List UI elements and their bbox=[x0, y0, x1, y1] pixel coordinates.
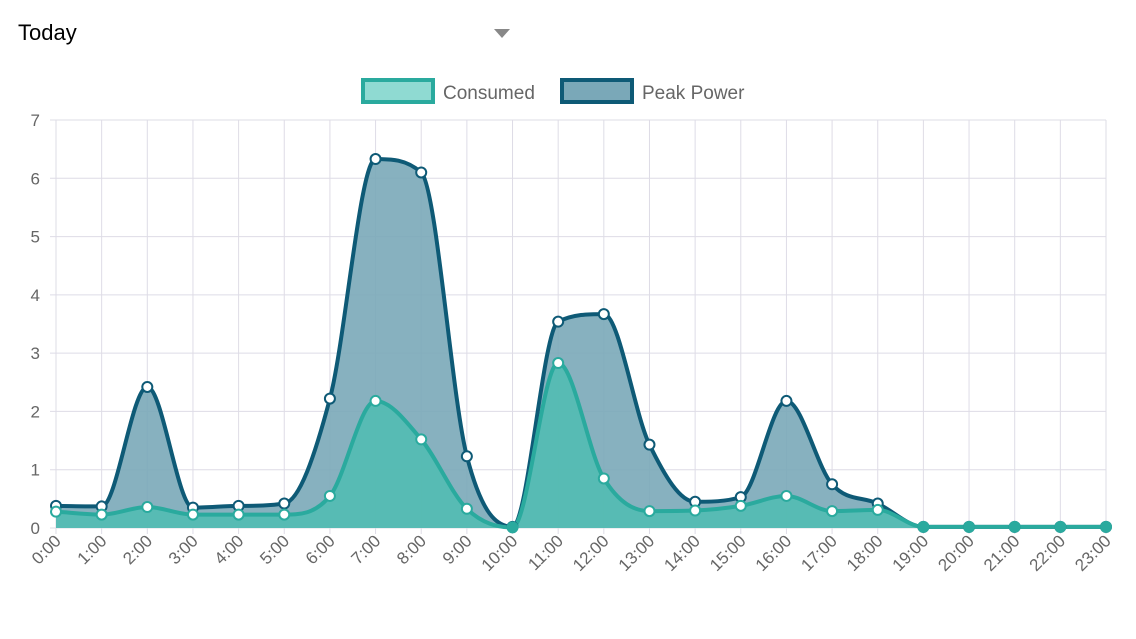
x-tick-label: 19:00 bbox=[889, 531, 933, 575]
data-point-0[interactable] bbox=[369, 394, 382, 407]
data-point-0[interactable] bbox=[506, 521, 519, 534]
data-point-0[interactable] bbox=[232, 508, 245, 521]
data-point-1[interactable] bbox=[460, 450, 473, 463]
chevron-down-icon bbox=[494, 29, 510, 38]
y-tick-label: 5 bbox=[31, 228, 40, 247]
y-tick-label: 7 bbox=[31, 111, 40, 130]
x-tick-label: 17:00 bbox=[797, 531, 841, 575]
series-points bbox=[50, 153, 1112, 534]
data-point-0[interactable] bbox=[186, 508, 199, 521]
data-point-1[interactable] bbox=[826, 478, 839, 491]
data-point-0[interactable] bbox=[689, 504, 702, 517]
data-point-1[interactable] bbox=[369, 153, 382, 166]
data-point-0[interactable] bbox=[780, 489, 793, 502]
data-point-0[interactable] bbox=[1054, 520, 1067, 533]
data-point-1[interactable] bbox=[415, 166, 428, 179]
x-tick-label: 4:00 bbox=[211, 531, 248, 568]
x-tick-label: 1:00 bbox=[74, 531, 111, 568]
y-tick-label: 6 bbox=[31, 169, 40, 188]
data-point-0[interactable] bbox=[917, 520, 930, 533]
series-line-1 bbox=[55, 157, 1106, 529]
x-tick-label: 10:00 bbox=[478, 531, 522, 575]
data-point-1[interactable] bbox=[780, 394, 793, 407]
data-point-0[interactable] bbox=[1008, 520, 1021, 533]
x-tick-label: 18:00 bbox=[843, 531, 887, 575]
data-point-0[interactable] bbox=[552, 357, 565, 370]
chart-legend: Consumed Peak Power bbox=[361, 78, 745, 104]
series-area-0 bbox=[56, 363, 1106, 528]
legend-label: Peak Power bbox=[642, 83, 745, 104]
x-tick-label: 7:00 bbox=[348, 531, 385, 568]
data-point-0[interactable] bbox=[597, 472, 610, 485]
data-point-0[interactable] bbox=[95, 508, 108, 521]
series-area-1 bbox=[56, 159, 1106, 528]
data-point-0[interactable] bbox=[323, 489, 336, 502]
x-tick-label: 23:00 bbox=[1071, 531, 1115, 575]
y-tick-label: 4 bbox=[31, 286, 40, 305]
data-point-0[interactable] bbox=[50, 505, 62, 518]
x-tick-label: 13:00 bbox=[615, 531, 659, 575]
data-point-1[interactable] bbox=[141, 380, 154, 393]
data-point-0[interactable] bbox=[278, 508, 291, 521]
data-point-0[interactable] bbox=[734, 499, 747, 512]
x-tick-label: 21:00 bbox=[980, 531, 1024, 575]
x-tick-label: 20:00 bbox=[934, 531, 978, 575]
legend-swatch bbox=[361, 78, 435, 104]
data-point-1[interactable] bbox=[278, 497, 291, 510]
x-axis: 0:00 1:00 2:00 3:00 4:00 5:00 6:00 7:00 8:00 9:00… bbox=[28, 531, 1115, 575]
y-tick-label: 2 bbox=[31, 402, 40, 421]
legend-label: Consumed bbox=[443, 83, 535, 104]
data-point-0[interactable] bbox=[643, 505, 656, 518]
legend-item[interactable]: Consumed bbox=[361, 78, 535, 104]
x-tick-label: 5:00 bbox=[256, 531, 293, 568]
x-tick-label: 3:00 bbox=[165, 531, 202, 568]
data-point-0[interactable] bbox=[415, 433, 428, 446]
legend-item[interactable]: Peak Power bbox=[560, 78, 745, 104]
x-tick-label: 6:00 bbox=[302, 531, 339, 568]
data-point-0[interactable] bbox=[141, 501, 154, 514]
series-areas bbox=[55, 157, 1106, 530]
data-point-0[interactable] bbox=[460, 502, 473, 515]
x-tick-label: 12:00 bbox=[569, 531, 613, 575]
data-point-1[interactable] bbox=[597, 308, 610, 321]
x-tick-label: 22:00 bbox=[1026, 531, 1070, 575]
x-tick-label: 15:00 bbox=[706, 531, 750, 575]
x-tick-label: 11:00 bbox=[524, 531, 567, 574]
data-point-0[interactable] bbox=[826, 505, 839, 518]
x-tick-label: 2:00 bbox=[119, 531, 156, 568]
y-tick-label: 0 bbox=[31, 519, 40, 538]
y-tick-label: 1 bbox=[31, 461, 40, 480]
x-tick-label: 16:00 bbox=[752, 531, 796, 575]
range-select-value: Today bbox=[18, 20, 77, 45]
data-point-1[interactable] bbox=[643, 438, 656, 451]
data-point-0[interactable] bbox=[963, 520, 976, 533]
y-axis: 0 1 2 3 4 5 6 7 bbox=[31, 111, 40, 538]
y-tick-label: 3 bbox=[31, 344, 40, 363]
legend-swatch bbox=[560, 78, 634, 104]
data-point-0[interactable] bbox=[871, 503, 884, 516]
x-tick-label: 8:00 bbox=[393, 531, 430, 568]
range-select[interactable]: Today bbox=[0, 0, 530, 66]
data-point-1[interactable] bbox=[323, 392, 336, 405]
data-point-1[interactable] bbox=[552, 315, 565, 328]
x-tick-label: 9:00 bbox=[439, 531, 476, 568]
data-point-0[interactable] bbox=[1100, 520, 1112, 533]
x-tick-label: 14:00 bbox=[660, 531, 704, 575]
